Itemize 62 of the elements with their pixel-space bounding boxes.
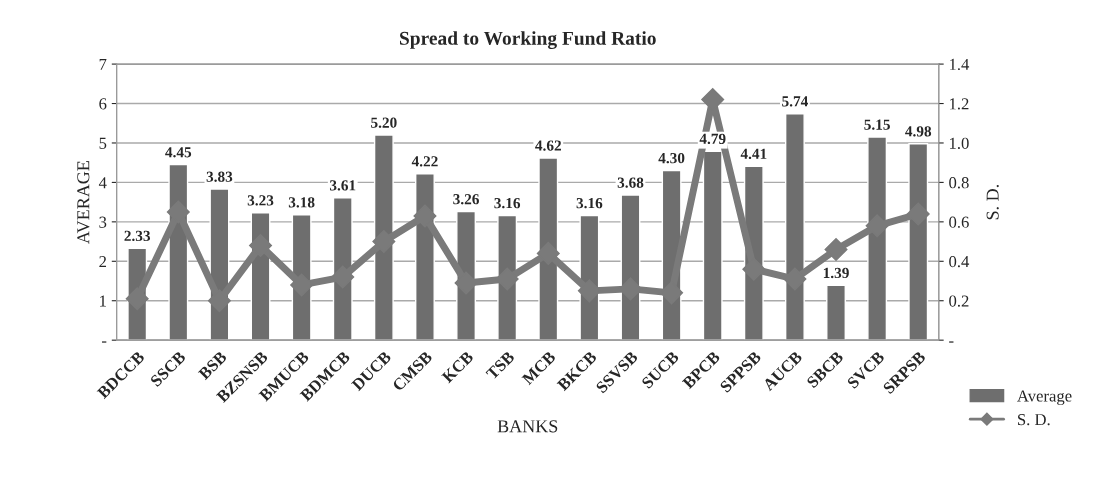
y2-tick-label: 0.8 — [949, 177, 969, 189]
point — [166, 200, 190, 224]
point — [454, 271, 478, 295]
y-tick-label: 4 — [98, 177, 107, 189]
y-tick-label: 7 — [99, 58, 107, 70]
point — [577, 279, 601, 303]
point — [660, 281, 684, 305]
y2-axis-title: S. D. — [986, 185, 999, 220]
y-tick-label: 1 — [100, 295, 106, 307]
point — [125, 287, 149, 311]
data-label: 3.16 — [576, 198, 603, 209]
data-label: 5.20 — [371, 117, 397, 128]
y2-tick-label: 1.0 — [949, 137, 969, 149]
y-tick-label: 5 — [99, 137, 107, 149]
y2-tick-label: - — [949, 341, 954, 343]
data-label: 3.83 — [206, 171, 233, 182]
data-label: 1.39 — [823, 267, 849, 279]
y2-tick-label: 1.4 — [949, 58, 970, 71]
y-tick-label: 3 — [99, 216, 107, 228]
point — [618, 277, 642, 301]
data-label: 4.62 — [535, 140, 561, 151]
data-label: 4.98 — [905, 126, 932, 137]
data-label: 5.15 — [864, 119, 890, 130]
point — [249, 234, 273, 258]
y-axis-title: AVERAGE — [77, 161, 90, 244]
y-tick-label: 6 — [99, 98, 107, 110]
y2-tick-label: 0.6 — [949, 216, 969, 228]
point — [331, 265, 355, 289]
data-label: 2.33 — [124, 230, 151, 242]
data-label: 4.30 — [658, 153, 685, 164]
point — [413, 204, 437, 228]
y-tick-label: - — [102, 341, 107, 343]
data-label: 3.26 — [453, 194, 479, 205]
point — [536, 241, 560, 265]
data-label: 3.68 — [617, 177, 644, 188]
data-label: 5.74 — [782, 96, 808, 107]
y2-tick-label: 0.2 — [949, 295, 969, 307]
x-tick-label: TSB — [485, 350, 516, 381]
data-label: 3.61 — [329, 180, 356, 191]
data-label: 4.79 — [699, 133, 726, 145]
point — [824, 237, 848, 261]
legend-label: Average — [1017, 390, 1072, 406]
legend-label: S. D. — [1018, 414, 1050, 426]
data-label: 3.16 — [494, 198, 521, 209]
point — [495, 267, 519, 291]
data-label: 4.45 — [165, 147, 192, 158]
data-label: 3.18 — [288, 197, 315, 208]
chart-title: Spread to Working Fund Ratio — [399, 31, 656, 49]
y2-tick-label: 1.2 — [949, 98, 969, 110]
x-axis-title: BANKS — [497, 420, 558, 433]
point — [290, 273, 314, 297]
data-label: 4.22 — [411, 156, 438, 167]
data-label: 4.41 — [740, 148, 767, 160]
point — [742, 257, 766, 281]
point — [783, 267, 807, 291]
data-label: 3.23 — [247, 195, 274, 206]
y2-tick-label: 0.4 — [949, 255, 970, 268]
y-tick-label: 2 — [99, 256, 107, 268]
point — [906, 202, 930, 226]
point — [372, 230, 396, 254]
point — [865, 214, 889, 238]
point — [207, 289, 231, 313]
